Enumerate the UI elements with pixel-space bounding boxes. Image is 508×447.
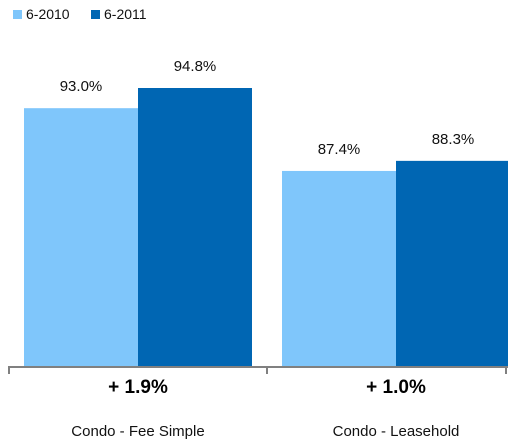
bar-6-2011-0 — [138, 88, 252, 366]
bar-6-2010-1 — [282, 170, 396, 366]
data-label: 87.4% — [318, 141, 361, 158]
legend-label-1: 6-2011 — [104, 6, 147, 22]
data-label: 88.3% — [432, 131, 475, 148]
legend-label-0: 6-2010 — [26, 6, 70, 22]
category-label: Condo - Fee Simple — [71, 423, 204, 440]
bar-6-2010-0 — [24, 108, 138, 366]
category-label: Condo - Leasehold — [333, 423, 460, 440]
legend-swatch-0 — [13, 10, 22, 19]
legend-swatch-1 — [91, 10, 100, 19]
change-label: + 1.0% — [366, 377, 426, 398]
data-label: 93.0% — [60, 78, 103, 95]
bar-6-2011-1 — [396, 160, 508, 366]
data-label: 94.8% — [174, 58, 217, 75]
change-label: + 1.9% — [108, 377, 168, 398]
